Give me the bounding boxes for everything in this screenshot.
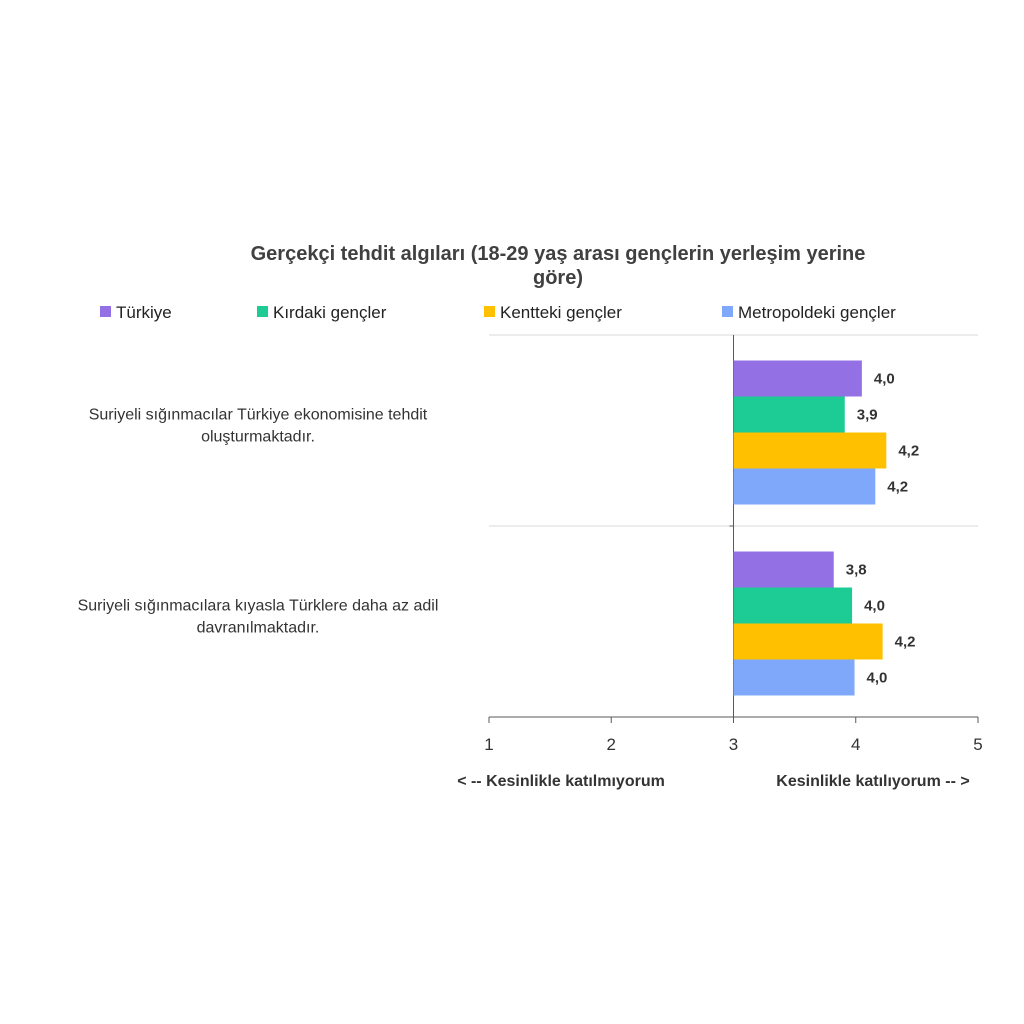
bar-value-label: 3,8 (846, 562, 867, 579)
bar (733, 360, 862, 397)
bar (733, 468, 876, 505)
legend-label: Türkiye (116, 303, 172, 322)
legend-item: Türkiye (100, 303, 172, 322)
bar (733, 623, 883, 660)
bar (733, 587, 853, 624)
category-label-line: davranılmaktadır. (197, 620, 320, 637)
legend-label: Kentteki gençler (500, 303, 622, 322)
x-tick-label: 1 (484, 735, 493, 754)
bar-value-label: 4,2 (898, 443, 919, 460)
category-labels: Suriyeli sığınmacılar Türkiye ekonomisin… (78, 407, 439, 637)
legend-item: Kırdaki gençler (257, 303, 387, 322)
bars: 4,0 3,9 4,2 4,2 3,8 4,0 4,2 4,0 (733, 360, 919, 696)
legend-swatch (257, 306, 268, 317)
legend-label: Metropoldeki gençler (738, 303, 896, 322)
category-label: Suriyeli sığınmacılara kıyasla Türklere … (78, 598, 439, 637)
legend-item: Kentteki gençler (484, 303, 622, 322)
legend-swatch (100, 306, 111, 317)
category-label-line: oluşturmaktadır. (201, 429, 315, 446)
legend-label: Kırdaki gençler (273, 303, 387, 322)
bar-value-label: 4,0 (867, 670, 888, 687)
chart-title-line: göre) (533, 267, 583, 289)
axis-extreme-right-label: Kesinlikle katılıyorum -- > (776, 773, 969, 790)
bar (733, 396, 845, 433)
bar-value-label: 3,9 (857, 407, 878, 424)
legend-swatch (484, 306, 495, 317)
category-label: Suriyeli sığınmacılar Türkiye ekonomisin… (89, 407, 428, 446)
legend-item: Metropoldeki gençler (722, 303, 896, 322)
x-tick-label: 3 (729, 735, 738, 754)
x-axis: 1 2 3 4 5 < -- Kesinlikle katılmıyorum Kesinli… (457, 716, 983, 790)
axis-extreme-left-label: < -- Kesinlikle katılmıyorum (457, 773, 665, 790)
bar-value-label: 4,0 (874, 371, 895, 388)
x-tick-label: 4 (851, 735, 860, 754)
bar (733, 551, 834, 588)
legend: Türkiye Kırdaki gençler Kentteki gençler Me… (100, 303, 896, 322)
bar-value-label: 4,2 (895, 634, 916, 651)
chart-title-line: Gerçekçi tehdit algıları (18-29 yaş aras… (251, 243, 866, 265)
x-tick-label: 2 (607, 735, 616, 754)
category-label-line: Suriyeli sığınmacılara kıyasla Türklere … (78, 598, 439, 615)
x-tick-label: 5 (973, 735, 982, 754)
bar (733, 432, 887, 469)
bar (733, 659, 855, 696)
chart-title: Gerçekçi tehdit algıları (18-29 yaş aras… (251, 243, 866, 289)
legend-swatch (722, 306, 733, 317)
bar-value-label: 4,0 (864, 598, 885, 615)
category-label-line: Suriyeli sığınmacılar Türkiye ekonomisin… (89, 407, 428, 424)
bar-value-label: 4,2 (887, 479, 908, 496)
